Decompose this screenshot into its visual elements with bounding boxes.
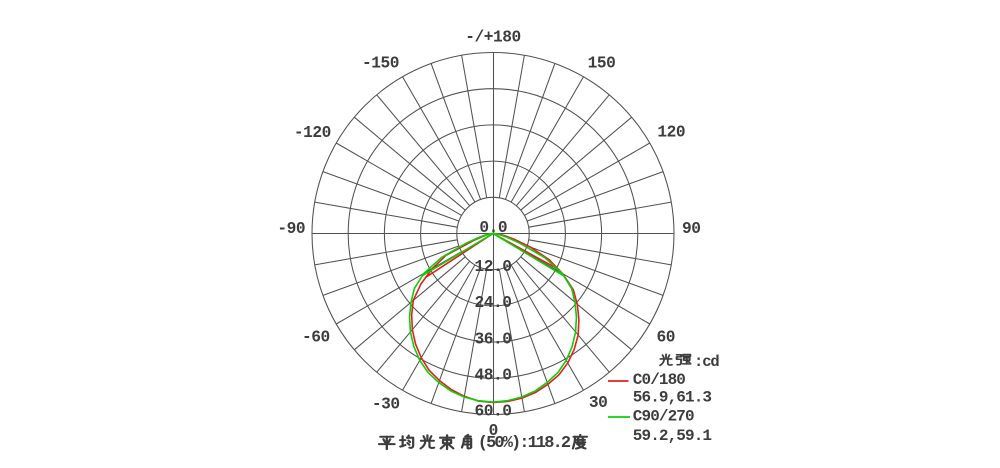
svg-text:56.9,61.3: 56.9,61.3 bbox=[633, 389, 712, 407]
svg-text:-90: -90 bbox=[277, 220, 305, 238]
svg-text:-150: -150 bbox=[362, 55, 399, 73]
svg-text:0.0: 0.0 bbox=[479, 219, 507, 237]
svg-text:-/+180: -/+180 bbox=[465, 28, 520, 46]
svg-text:90: 90 bbox=[682, 220, 701, 238]
svg-text:C90/270: C90/270 bbox=[633, 408, 694, 426]
svg-text:24.0: 24.0 bbox=[475, 294, 512, 312]
svg-text:-30: -30 bbox=[372, 396, 400, 414]
svg-text:120: 120 bbox=[657, 123, 685, 141]
svg-text:12.0: 12.0 bbox=[475, 258, 512, 276]
svg-text:30: 30 bbox=[589, 394, 608, 412]
svg-text:150: 150 bbox=[588, 55, 616, 73]
svg-text:36.0: 36.0 bbox=[475, 330, 512, 348]
svg-text:48.0: 48.0 bbox=[475, 367, 512, 385]
svg-text:59.2,59.1: 59.2,59.1 bbox=[633, 427, 712, 445]
svg-text:60: 60 bbox=[657, 328, 676, 346]
svg-text:C0/180: C0/180 bbox=[633, 371, 686, 389]
svg-text:(50%):118.2: (50%):118.2 bbox=[478, 434, 571, 453]
svg-text:0: 0 bbox=[489, 422, 498, 440]
svg-text:-60: -60 bbox=[302, 328, 330, 346]
svg-text::cd: :cd bbox=[694, 353, 719, 371]
svg-text:-120: -120 bbox=[294, 124, 331, 142]
svg-text:60.0: 60.0 bbox=[475, 403, 512, 421]
